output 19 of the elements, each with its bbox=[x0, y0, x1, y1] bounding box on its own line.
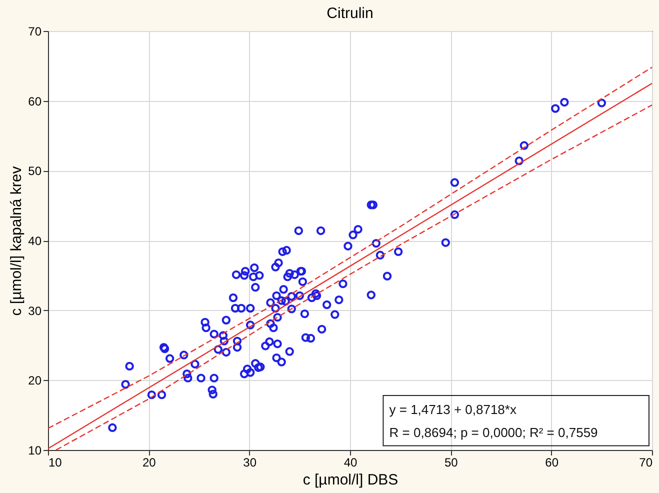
x-axis-title: c [µmol/l] DBS bbox=[302, 472, 398, 488]
x-tick-label: 50 bbox=[444, 456, 458, 470]
x-tick-label: 20 bbox=[142, 456, 156, 470]
y-tick-label: 70 bbox=[28, 24, 42, 38]
y-tick-label: 20 bbox=[28, 374, 42, 388]
annotation: R = 0,8694; p = 0,0000; R² = 0,7559 bbox=[389, 425, 598, 440]
chart-title: Citrulin bbox=[326, 5, 374, 22]
y-tick-label: 10 bbox=[28, 444, 42, 458]
y-tick-label: 50 bbox=[28, 164, 42, 178]
x-tick-label: 10 bbox=[48, 456, 62, 470]
x-tick-label: 30 bbox=[243, 456, 257, 470]
y-tick-label: 40 bbox=[28, 234, 42, 248]
y-axis-title: c [µmol/l] kapalná krev bbox=[8, 166, 26, 316]
x-tick-label: 40 bbox=[344, 456, 358, 470]
x-tick-label: 70 bbox=[639, 456, 653, 470]
x-tick-label: 60 bbox=[545, 456, 559, 470]
annotation: y = 1,4713 + 0,8718*x bbox=[389, 402, 517, 418]
y-tick-label: 60 bbox=[28, 94, 42, 108]
y-tick-label: 30 bbox=[28, 304, 42, 318]
